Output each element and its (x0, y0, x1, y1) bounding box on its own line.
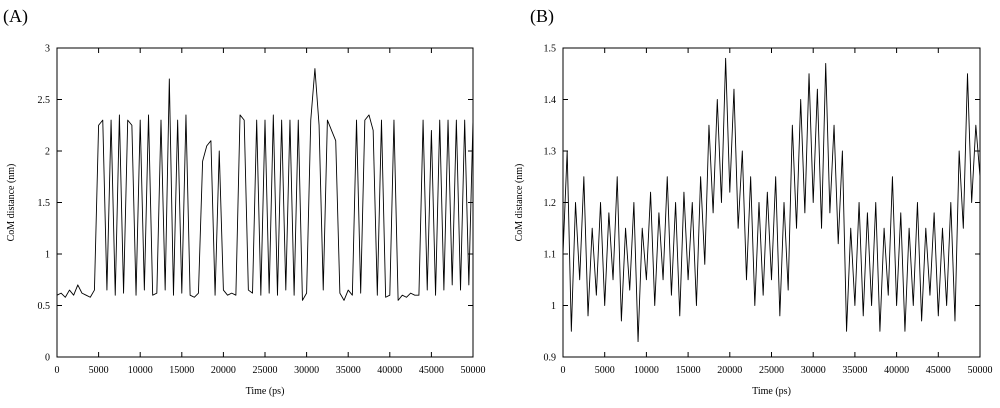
y-tick-label: 3 (45, 44, 50, 55)
x-tick-label: 50000 (461, 365, 486, 376)
y-axis-label: CoM distance (nm) (514, 164, 525, 242)
y-axis-label: CoM distance (nm) (6, 164, 17, 242)
y-tick-label: 1.3 (544, 147, 557, 158)
x-tick-label: 30000 (294, 365, 319, 376)
x-tick-label: 40000 (377, 365, 402, 376)
y-tick-label: 0.9 (544, 353, 557, 364)
data-line (56, 68, 474, 301)
x-tick-label: 0 (561, 365, 566, 376)
y-tick-label: 1.2 (544, 198, 557, 209)
y-tick-label: 1.5 (38, 198, 51, 209)
x-tick-label: 35000 (336, 365, 361, 376)
x-tick-label: 10000 (634, 365, 659, 376)
x-tick-label: 0 (55, 365, 60, 376)
x-tick-label: 45000 (926, 365, 951, 376)
x-tick-label: 10000 (128, 365, 153, 376)
x-tick-label: 5000 (595, 365, 615, 376)
x-tick-label: 25000 (253, 365, 278, 376)
y-tick-label: 1.5 (544, 44, 557, 55)
y-tick-label: 1 (551, 301, 556, 312)
y-tick-label: 1.1 (544, 250, 557, 261)
x-tick-label: 25000 (759, 365, 784, 376)
panel-label: (B) (530, 6, 554, 27)
x-tick-label: 50000 (968, 365, 993, 376)
x-axis-label: Time (ps) (246, 386, 285, 397)
y-tick-label: 2.5 (38, 95, 51, 106)
x-tick-label: 35000 (842, 365, 867, 376)
x-axis-label: Time (ps) (752, 386, 791, 397)
x-tick-label: 15000 (676, 365, 701, 376)
x-tick-label: 40000 (884, 365, 909, 376)
x-tick-label: 20000 (211, 365, 236, 376)
plot-frame (56, 47, 474, 358)
x-tick-label: 30000 (801, 365, 826, 376)
y-tick-label: 0.5 (38, 301, 51, 312)
x-tick-label: 20000 (717, 365, 742, 376)
panel-label: (A) (3, 6, 28, 27)
y-tick-label: 1.4 (544, 95, 557, 106)
y-tick-label: 0 (45, 353, 50, 364)
x-tick-label: 15000 (169, 365, 194, 376)
x-tick-label: 45000 (419, 365, 444, 376)
y-tick-label: 1 (45, 250, 50, 261)
x-tick-label: 5000 (89, 365, 109, 376)
plot-frame (562, 47, 981, 358)
data-line (562, 57, 981, 342)
y-tick-label: 2 (45, 147, 50, 158)
